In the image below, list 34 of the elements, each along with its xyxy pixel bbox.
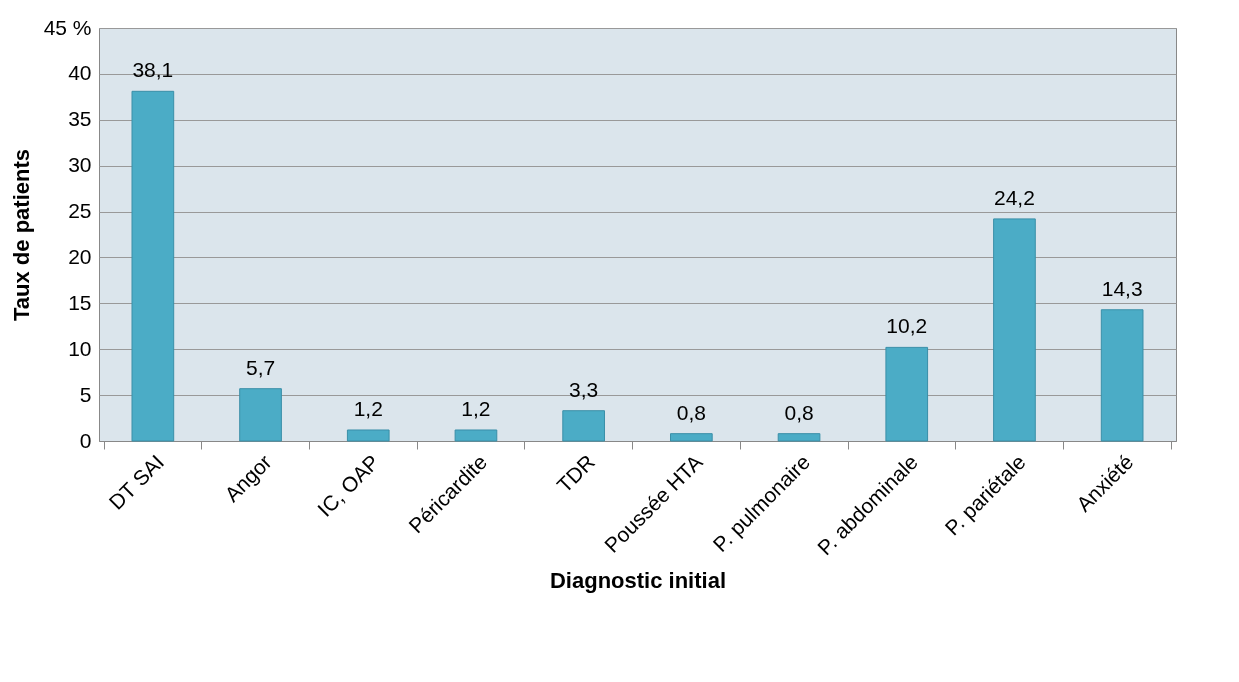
data-label: 38,1 <box>132 58 174 82</box>
y-tick-label: 40 <box>68 61 92 85</box>
y-tick-label: 30 <box>68 153 92 177</box>
bar <box>670 433 713 442</box>
bar <box>777 433 821 442</box>
y-tick-label: 10 <box>68 336 92 360</box>
x-axis-title: Diagnostic initial <box>549 568 727 594</box>
bar <box>993 218 1036 442</box>
bar <box>346 429 390 442</box>
bar <box>562 410 605 442</box>
y-tick-label: 25 <box>68 199 92 223</box>
data-label: 0,8 <box>676 400 706 424</box>
bar <box>454 429 498 442</box>
data-label: 24,2 <box>994 185 1035 209</box>
y-tick-label: 20 <box>68 244 92 268</box>
y-axis-title: Taux de patients <box>8 149 34 321</box>
data-label: 3,3 <box>569 377 599 401</box>
x-tick-label: TDR <box>552 450 599 497</box>
data-label: 1,2 <box>353 396 383 420</box>
y-tick-label: 15 <box>68 290 92 314</box>
y-tick-label: 0 <box>79 428 92 452</box>
y-tick-label: 45 % <box>43 15 92 39</box>
bar <box>239 388 282 442</box>
x-tick-label: DT SAI <box>104 450 169 514</box>
data-label: 10,2 <box>886 314 928 338</box>
bar <box>131 90 175 442</box>
y-tick-label: 5 <box>79 382 92 406</box>
y-tick-label: 35 <box>68 107 92 131</box>
data-label: 5,7 <box>245 355 276 379</box>
data-label: 1,2 <box>461 396 491 420</box>
bar <box>1100 309 1144 442</box>
data-label: 0,8 <box>784 400 814 424</box>
data-label: 14,3 <box>1101 276 1143 300</box>
bar <box>885 346 929 442</box>
